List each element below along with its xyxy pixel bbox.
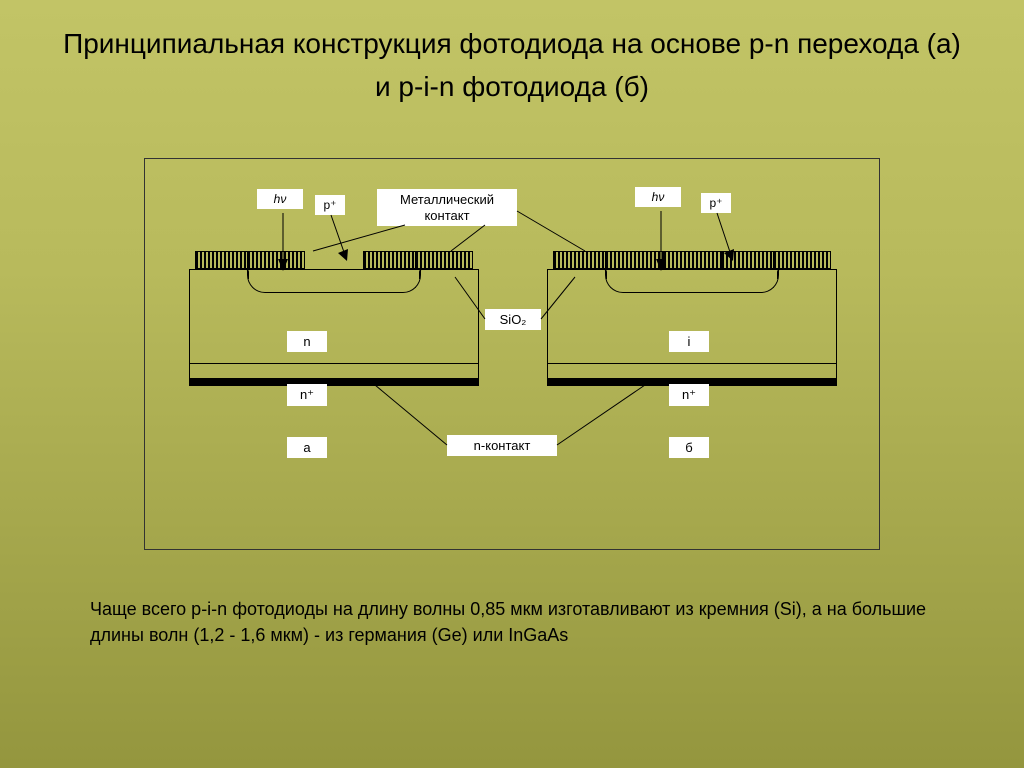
metal-contact-icon (605, 251, 663, 269)
nplus-boundary (547, 363, 837, 364)
nplus-label-b: n⁺ (669, 384, 709, 406)
metal-contact-label: Металлический контакт (377, 189, 517, 226)
footnote-text: Чаще всего p-i-n фотодиоды на длину волн… (90, 596, 950, 648)
oxide-right (777, 269, 837, 279)
n-label: n (287, 331, 327, 352)
metal-contact-icon (415, 251, 473, 269)
sio2-label: SiO₂ (485, 309, 541, 330)
metal-contact-icon (195, 251, 253, 269)
p-well (247, 269, 421, 293)
oxide-left (547, 269, 607, 279)
pplus-label-a: p⁺ (315, 195, 345, 215)
page-title: Принципиальная конструкция фотодиода на … (0, 0, 1024, 109)
oxide-left (189, 269, 249, 279)
metal-contact-icon (773, 251, 831, 269)
metal-contact-icon (721, 251, 779, 269)
sub-label-a: а (287, 437, 327, 458)
oxide-right (419, 269, 479, 279)
device-a (189, 229, 479, 409)
n-contact-label: n-контакт (447, 435, 557, 456)
metal-contact-icon (247, 251, 305, 269)
i-label: i (669, 331, 709, 352)
sub-label-b: б (669, 437, 709, 458)
p-well (605, 269, 779, 293)
hv-label-a: hν (257, 189, 303, 209)
device-b (547, 229, 837, 409)
hv-label-b: hν (635, 187, 681, 207)
metal-contact-icon (663, 251, 721, 269)
metal-contact-icon (363, 251, 421, 269)
metal-contact-icon (553, 251, 611, 269)
nplus-label-a: n⁺ (287, 384, 327, 406)
pplus-label-b: p⁺ (701, 193, 731, 213)
bottom-contact (189, 379, 479, 386)
diagram-frame: hν p⁺ Металлический контакт hν p⁺ SiO₂ n… (144, 158, 880, 550)
nplus-boundary (189, 363, 479, 364)
